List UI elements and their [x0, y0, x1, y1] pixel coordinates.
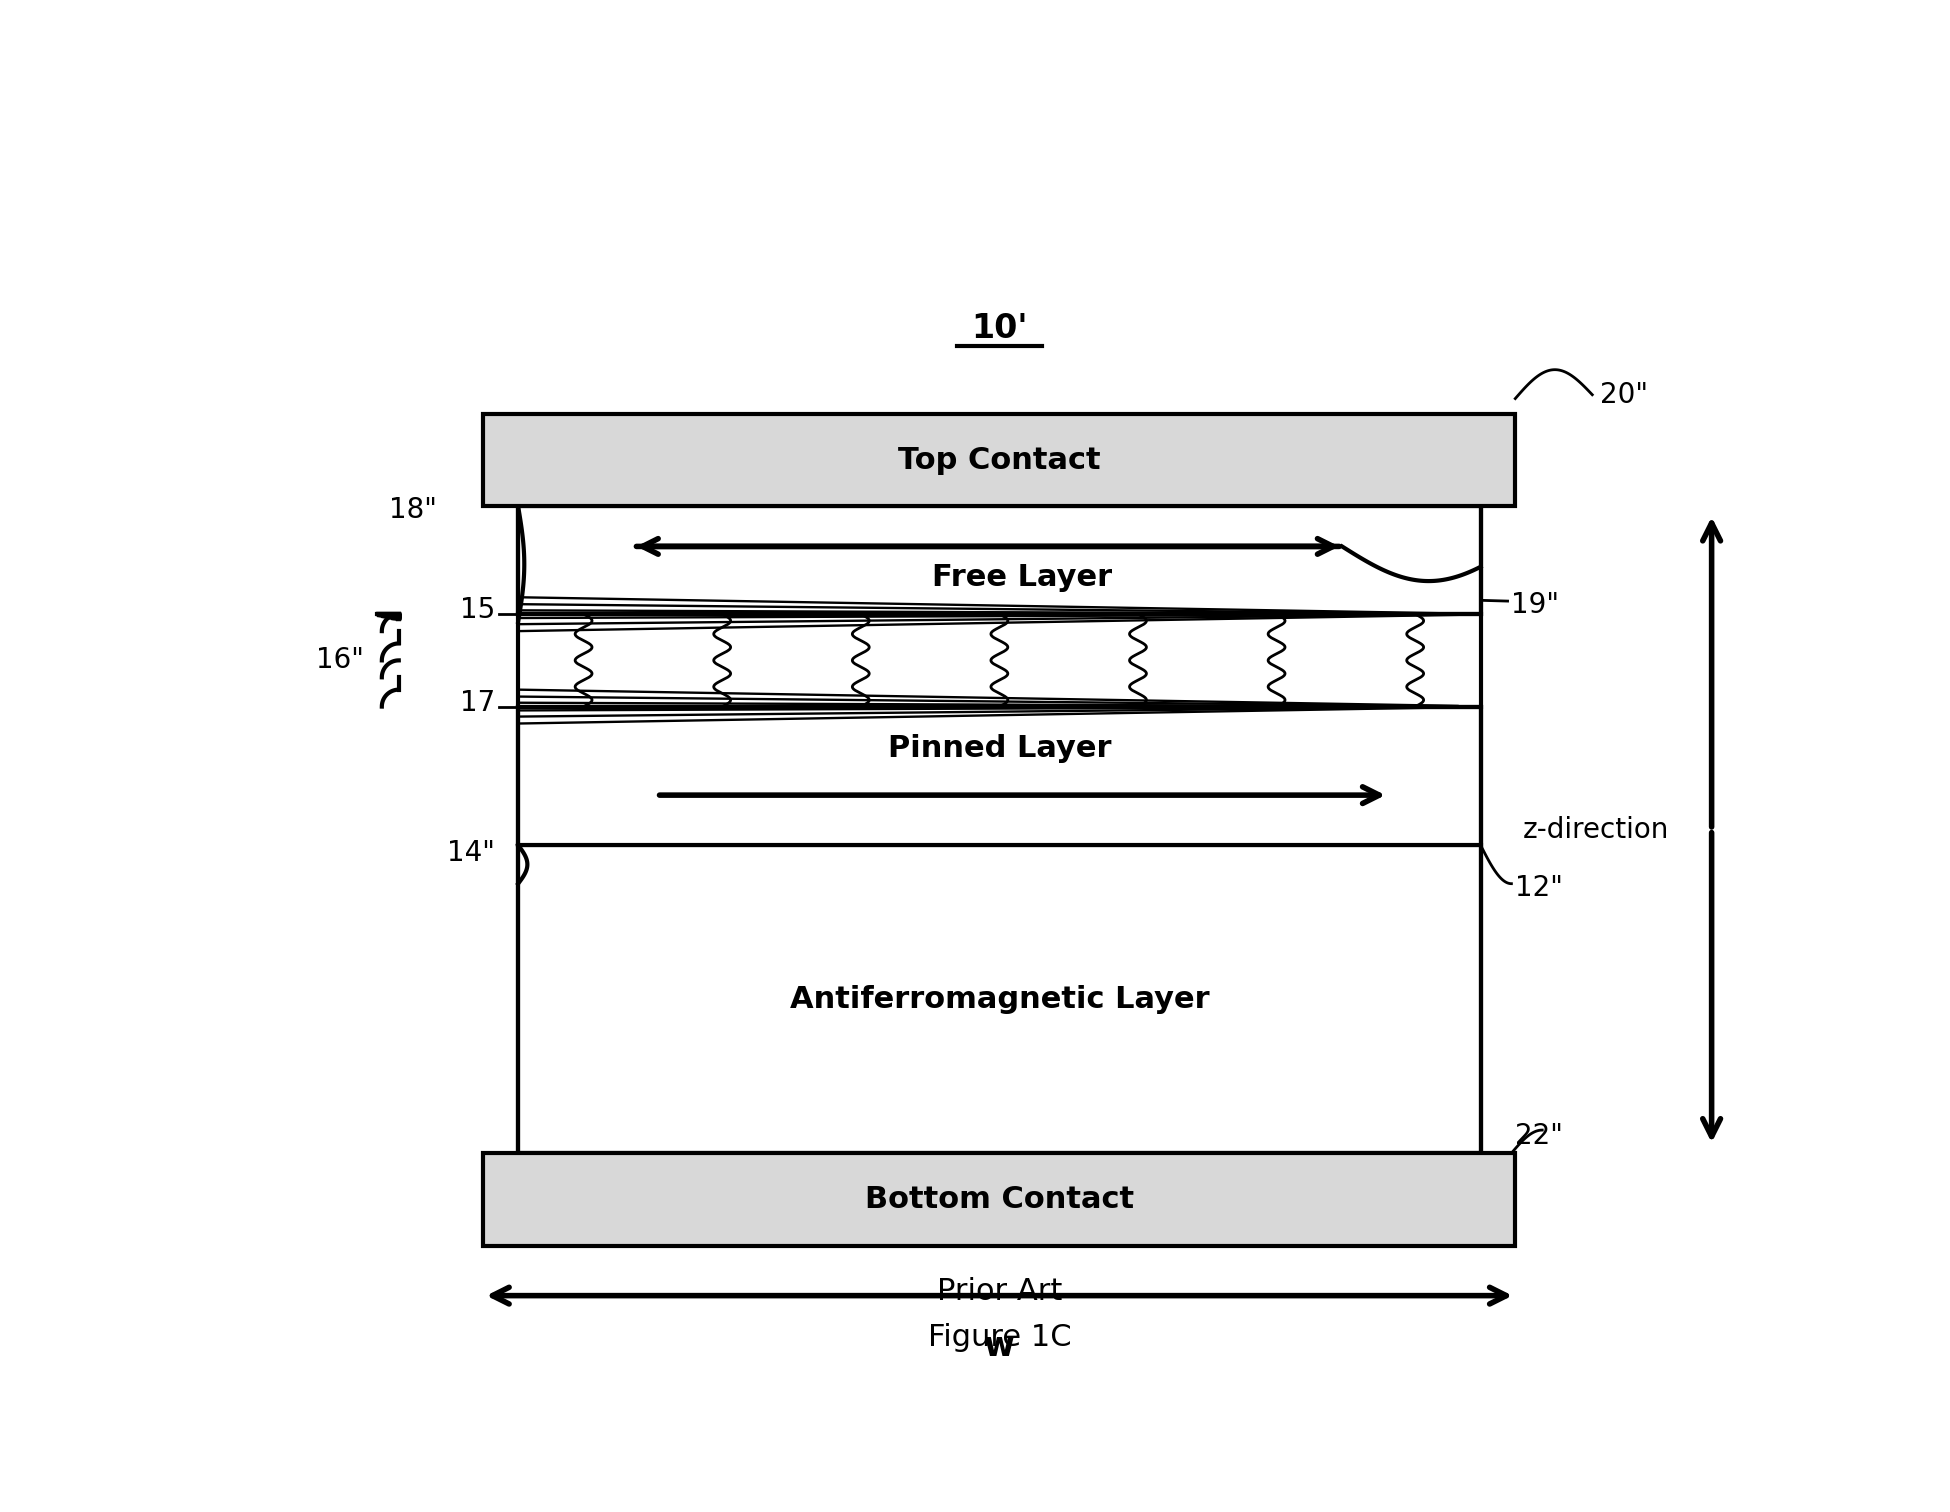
Text: Antiferromagnetic Layer: Antiferromagnetic Layer [790, 984, 1209, 1013]
Text: 10': 10' [971, 311, 1028, 345]
Text: 17: 17 [460, 689, 495, 717]
Text: Figure 1C: Figure 1C [928, 1323, 1071, 1352]
Text: 15: 15 [460, 596, 495, 624]
Text: w: w [985, 1331, 1014, 1364]
Bar [519, 845, 1480, 1154]
Text: 12": 12" [1515, 874, 1564, 901]
Text: Bottom Contact: Bottom Contact [864, 1185, 1135, 1214]
Bar [484, 414, 1515, 507]
Bar [484, 1154, 1515, 1246]
Text: 16": 16" [316, 647, 365, 674]
Text: 19": 19" [1511, 591, 1560, 618]
Text: Pinned Layer: Pinned Layer [887, 735, 1112, 764]
Text: 20": 20" [1601, 381, 1648, 408]
Text: Prior Art: Prior Art [936, 1278, 1063, 1306]
Text: z-direction: z-direction [1523, 816, 1669, 844]
Text: 22": 22" [1515, 1122, 1564, 1151]
Bar [519, 507, 1480, 614]
Text: Free Layer: Free Layer [932, 562, 1113, 591]
Text: 14": 14" [447, 839, 495, 866]
Bar [519, 706, 1480, 845]
Text: 18": 18" [390, 496, 437, 525]
Text: Top Contact: Top Contact [899, 446, 1100, 475]
